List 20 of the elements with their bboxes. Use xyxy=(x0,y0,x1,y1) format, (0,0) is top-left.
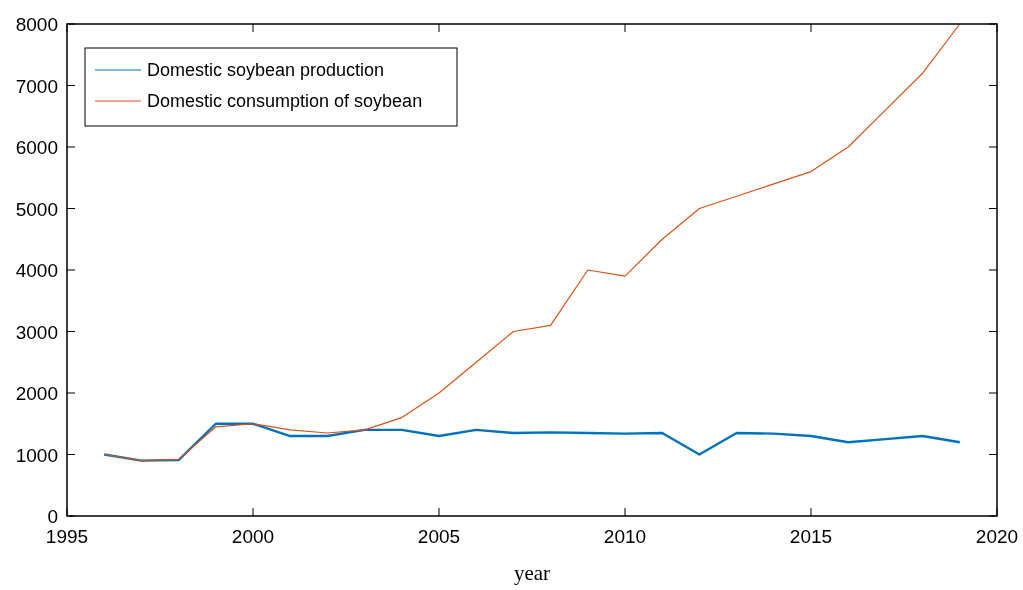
y-tick-label: 7000 xyxy=(15,75,58,97)
x-tick-label: 2010 xyxy=(603,526,647,547)
y-tick-label: 3000 xyxy=(15,321,58,343)
x-tick-label: 2015 xyxy=(789,526,833,547)
y-tick-label: 6000 xyxy=(15,137,58,158)
y-tick-label: 5000 xyxy=(15,198,58,220)
x-tick-label: 2020 xyxy=(975,526,1019,547)
x-tick-label: 1995 xyxy=(45,526,89,547)
x-axis-title: year xyxy=(513,561,551,585)
y-tick-label: 4000 xyxy=(15,260,58,281)
y-tick-label: 0 xyxy=(47,506,58,527)
y-tick-label: 2000 xyxy=(15,383,58,404)
x-tick-label: 2005 xyxy=(417,526,461,547)
y-tick-label: 8000 xyxy=(15,14,58,35)
legend-label: Domestic soybean production xyxy=(147,60,385,80)
line-series xyxy=(103,23,961,462)
x-tick-label: 2000 xyxy=(231,526,275,547)
y-tick-label: 1000 xyxy=(15,444,58,466)
line-series xyxy=(103,422,961,462)
legend-label: Domestic consumption of soybean xyxy=(147,91,423,111)
